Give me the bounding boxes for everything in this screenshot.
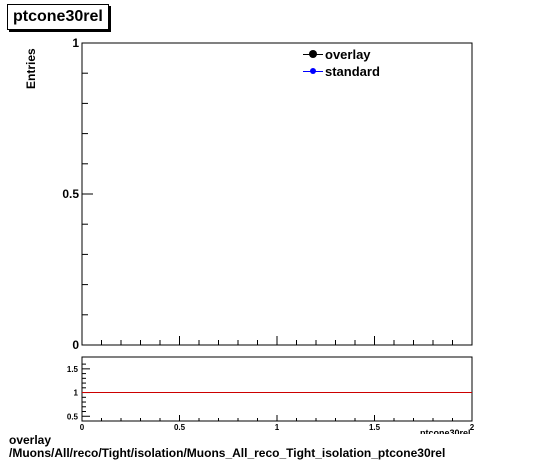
ratio-y-tick-label: 1 (74, 389, 79, 398)
ratio-x-tick-label: 1 (275, 423, 280, 432)
ratio-x-tick-label: 0 (80, 423, 85, 432)
legend-label-standard: standard (325, 64, 380, 79)
chart-title: ptcone30rel (7, 4, 109, 30)
main-x-ticks (81, 336, 473, 345)
footer-path: /Muons/All/reco/Tight/isolation/Muons_Al… (9, 446, 446, 460)
legend-marker-standard (303, 63, 323, 80)
ratio-plot-area: 0.511.5 0 0.5 1 1.5 2 (67, 356, 475, 432)
legend-item-overlay: overlay (303, 46, 380, 63)
main-y-tick-label: 0 (72, 338, 79, 352)
ratio-x-ticks: 0 0.5 1 1.5 2 (80, 415, 475, 432)
ratio-x-tick-label: 0.5 (174, 423, 186, 432)
ratio-x-tick-label: 2 (470, 423, 475, 432)
ratio-x-tick-label: 1.5 (369, 423, 381, 432)
main-plot-area: 00.51 (62, 36, 473, 352)
ratio-y-tick-label: 0.5 (67, 412, 79, 421)
main-y-tick-label: 0.5 (62, 187, 79, 201)
ratio-y-tick-label: 1.5 (67, 365, 79, 374)
legend: overlay standard (303, 46, 380, 80)
footer-label: overlay (9, 433, 52, 447)
legend-label-overlay: overlay (325, 47, 371, 62)
main-plot-frame (81, 42, 473, 346)
ratio-y-ticks: 0.5 1 1.5 (67, 363, 90, 421)
legend-marker-overlay (303, 46, 323, 63)
main-y-tick-label: 1 (72, 36, 79, 50)
legend-item-standard: standard (303, 63, 380, 80)
ratio-x-axis-label: ptcone30rel (420, 428, 471, 434)
main-y-ticks: 00.51 (62, 36, 93, 352)
ratio-plot-frame (81, 356, 473, 422)
